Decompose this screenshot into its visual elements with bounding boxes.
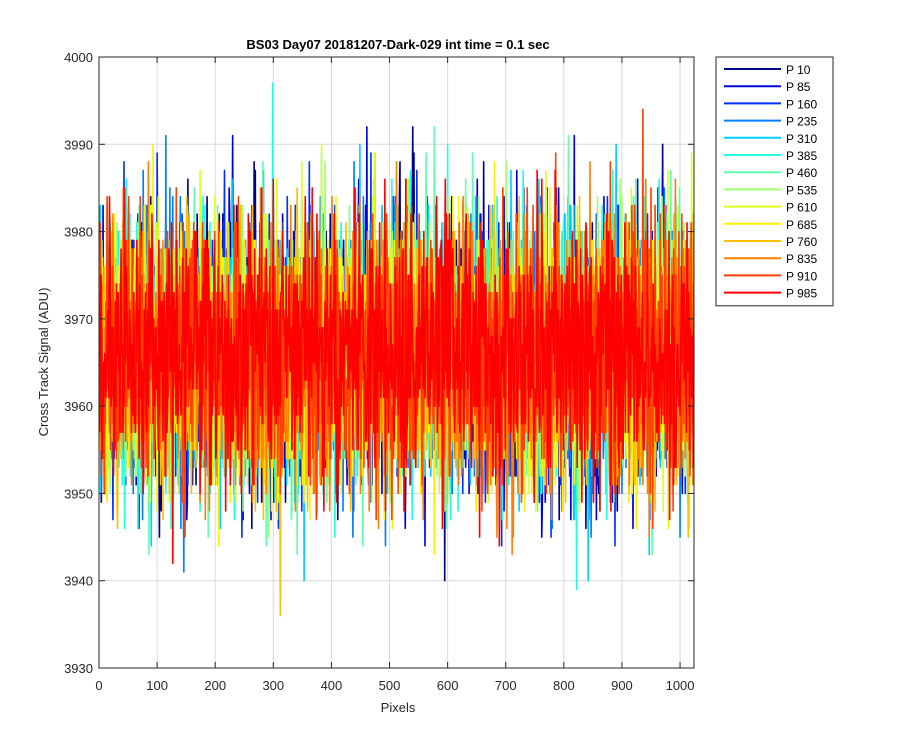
y-tick-label: 3940 bbox=[64, 574, 93, 589]
y-tick-label: 3990 bbox=[64, 137, 93, 152]
series-lines bbox=[99, 82, 694, 617]
y-tick-label: 3960 bbox=[64, 399, 93, 414]
legend-label: P 910 bbox=[786, 269, 817, 283]
legend-box bbox=[715, 56, 834, 307]
y-tick-label: 3950 bbox=[64, 486, 93, 501]
x-tick-label: 500 bbox=[379, 678, 401, 693]
legend-label: P 385 bbox=[786, 149, 817, 163]
legend-label: P 310 bbox=[786, 132, 817, 146]
legend-label: P 685 bbox=[786, 218, 817, 232]
legend-label: P 610 bbox=[786, 201, 817, 215]
y-tick-label: 3930 bbox=[64, 661, 93, 676]
x-tick-label: 100 bbox=[146, 678, 168, 693]
y-tick-label: 3970 bbox=[64, 312, 93, 327]
x-tick-label: 0 bbox=[95, 678, 102, 693]
x-axis-label: Pixels bbox=[381, 700, 416, 715]
x-tick-label: 700 bbox=[495, 678, 517, 693]
legend-label: P 160 bbox=[786, 97, 817, 111]
x-tick-label: 800 bbox=[553, 678, 575, 693]
legend-label: P 460 bbox=[786, 166, 817, 180]
y-tick-label: 4000 bbox=[64, 50, 93, 65]
x-axis: 0 100 200 300 400 500 600 700 800 900 1000 bbox=[95, 57, 695, 693]
x-tick-label: 200 bbox=[204, 678, 226, 693]
series-line-p-985 bbox=[99, 169, 694, 565]
y-axis-label: Cross Track Signal (ADU) bbox=[36, 288, 51, 437]
legend-label: P 85 bbox=[786, 80, 811, 94]
x-tick-label: 1000 bbox=[666, 678, 695, 693]
x-tick-label: 600 bbox=[437, 678, 459, 693]
legend-label: P 10 bbox=[786, 63, 811, 77]
legend-label: P 535 bbox=[786, 183, 817, 197]
y-axis: 3930 3940 3950 3960 3970 3980 3990 4000 bbox=[64, 50, 694, 676]
legend-label: P 835 bbox=[786, 252, 817, 266]
x-tick-label: 900 bbox=[611, 678, 633, 693]
y-tick-label: 3980 bbox=[64, 225, 93, 240]
legend-label: P 760 bbox=[786, 235, 817, 249]
legend-label: P 985 bbox=[786, 287, 817, 301]
legend: P 10 P 85 P 160 P 235 P 310 P 385 P 460 P 535 P … bbox=[715, 56, 834, 307]
x-tick-label: 300 bbox=[262, 678, 284, 693]
legend-label: P 235 bbox=[786, 115, 817, 129]
x-tick-label: 400 bbox=[321, 678, 343, 693]
chart-title: BS03 Day07 20181207-Dark-029 int time = … bbox=[246, 37, 549, 52]
plot-frame bbox=[98, 56, 695, 669]
